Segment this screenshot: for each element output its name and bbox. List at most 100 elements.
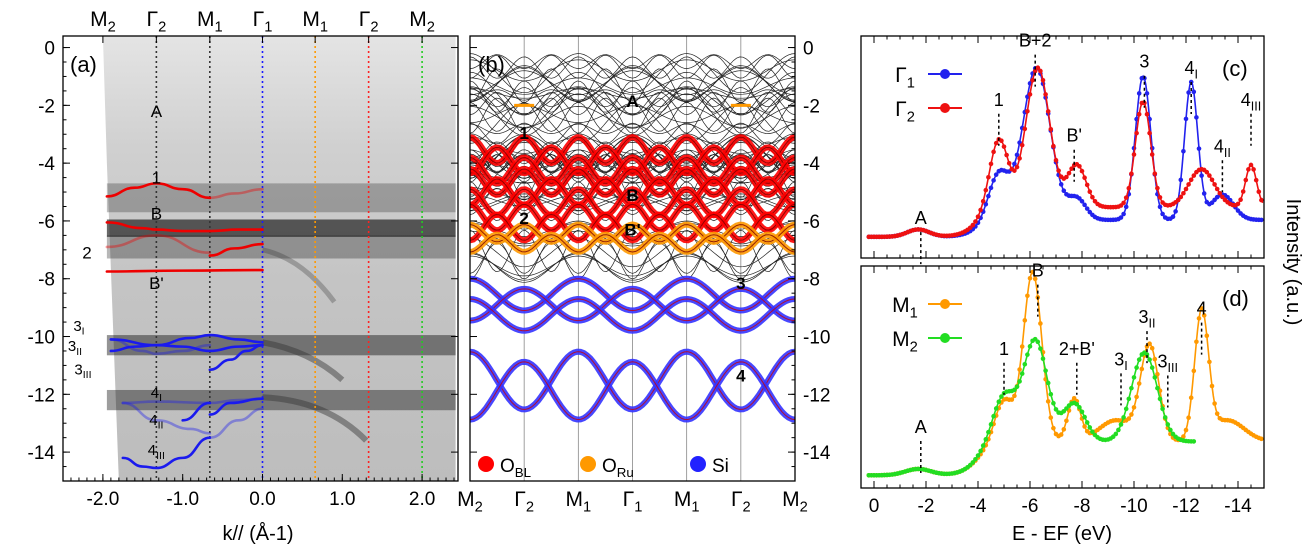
band-3f (109, 338, 212, 356)
thin-band (470, 252, 795, 283)
spectrum-point (1074, 401, 1080, 407)
spectrum-point (1077, 164, 1082, 169)
band-label-2: 2 (82, 244, 91, 263)
spectrum-point (973, 219, 978, 224)
thin-band (470, 71, 795, 116)
spectrum-point (1220, 194, 1225, 200)
spectrum-point (1051, 400, 1056, 406)
top-label-Γ2: Γ2 (359, 8, 379, 35)
thin-band (470, 187, 795, 200)
spectrum-point (983, 437, 989, 442)
panel-a-ytick-label: -4 (38, 154, 55, 175)
panel-b-ytick-label: -12 (803, 385, 830, 406)
spectrum-point (1045, 109, 1051, 114)
spectrum-point (1113, 431, 1119, 437)
proj-band-core-2 (470, 213, 795, 241)
spectrum-point (1077, 405, 1082, 410)
spectrum-point (1082, 202, 1087, 208)
top-label-M2: M2 (90, 8, 116, 35)
thin-band (470, 220, 795, 245)
legend-marker-0 (478, 456, 494, 472)
annotation-6: 4II (1214, 136, 1231, 160)
spectrum-point (1243, 177, 1249, 183)
panel-c-label: (c) (1222, 56, 1248, 81)
spectrum-point (991, 413, 996, 419)
spectrum-point (1082, 175, 1087, 180)
legend-label-M2: M2 (892, 328, 918, 355)
spectrum-point (1027, 344, 1033, 349)
spectrum-point (1152, 171, 1158, 176)
band-label-3b: 3II (68, 338, 82, 358)
annotation-3: B' (1066, 126, 1081, 146)
spectrum-point (1084, 182, 1090, 188)
spectrum-point (1032, 276, 1038, 282)
spectrum-point (1157, 195, 1163, 200)
panel-b-xlabel-5: Γ2 (731, 488, 751, 515)
spectrum-point (1043, 92, 1048, 97)
proj-band-core-1 (470, 136, 795, 164)
arpes-streak-3 (106, 335, 456, 356)
manifold-label-4: 4 (736, 367, 746, 386)
intensity-ylabel: Intensity (a.u.) (1282, 199, 1304, 326)
band-label-B: B (151, 205, 162, 224)
band-4b (121, 401, 212, 435)
spectrum-point (991, 149, 996, 155)
thin-band (470, 106, 795, 128)
spectrum-point (1004, 152, 1009, 158)
spectrum-point (996, 399, 1002, 404)
xtick-label: -12 (1172, 496, 1199, 517)
spectrum-point (1188, 395, 1194, 401)
spectrum-point (1012, 168, 1017, 173)
spectrum-point (1090, 429, 1095, 435)
spectrum-point (986, 174, 991, 180)
spectrum-point (1134, 130, 1139, 136)
spectrum-point (1165, 422, 1171, 427)
annotation-4: 3 (1139, 52, 1149, 72)
arpes-data-region (102, 36, 456, 481)
spectrum-point (1183, 186, 1189, 192)
band-label-B': B' (149, 274, 164, 293)
spectrum-point (1116, 427, 1121, 433)
thin-band (470, 141, 795, 164)
spectrum-point (1038, 346, 1043, 351)
spectrum-point (1022, 318, 1028, 323)
thin-band (470, 149, 795, 174)
spectrum-point (1027, 275, 1033, 281)
panel-b-ytick-label: 0 (803, 39, 814, 60)
spectrum-point (1048, 126, 1054, 132)
spectrum-point (1131, 152, 1137, 157)
spectrum-point (1048, 391, 1054, 397)
spectrum-point (1207, 359, 1212, 365)
spectrum-point (1043, 368, 1048, 373)
annotation-1: 1 (994, 90, 1004, 110)
spectrum-point (1181, 190, 1186, 196)
thin-band (470, 255, 795, 277)
panel-b-xlabel-0: M2 (457, 488, 483, 515)
panel-d-axes: M1 M2 A 1 B 2+B' 3I 3II 3III 4 0 -2 -4 -6 -8 -10 -12 -14 (860, 261, 1265, 517)
spectrum-point (1204, 333, 1210, 339)
spectrum-point (999, 394, 1004, 399)
spectrum-point (1259, 217, 1264, 223)
spectrum-point (1212, 401, 1217, 406)
spectrum-point (1196, 316, 1202, 321)
xtick-label: -6 (1022, 496, 1039, 517)
spectrum-point (1188, 177, 1194, 183)
spectrum-point (1006, 160, 1012, 166)
thin-band (470, 148, 795, 183)
band-label-A: A (151, 102, 163, 121)
spectrum-point (1064, 174, 1069, 180)
spectrum-point (1038, 68, 1043, 74)
arpes-streak-0 (106, 183, 456, 213)
spectrum-point (1186, 415, 1191, 420)
spectrum-point (1012, 387, 1017, 393)
spectrum-point (1178, 194, 1184, 200)
proj-band-core-2 (470, 203, 795, 231)
spectrum-point (1155, 371, 1160, 377)
panel-b-ytick-label: -4 (803, 154, 820, 175)
spectrum-point (1144, 91, 1150, 96)
spectrum-point (1251, 167, 1256, 172)
panel-b-band-structure: A 1 B 2 B' 3 4 0 -2 -4 -6 -8 -10 -12 -14 M2 Γ2 M1 Γ1 M1 Γ2 M2… (457, 35, 831, 515)
spectrum-point (1030, 77, 1035, 83)
spectrum-point (1121, 415, 1126, 420)
spectrum-point (1025, 108, 1030, 114)
